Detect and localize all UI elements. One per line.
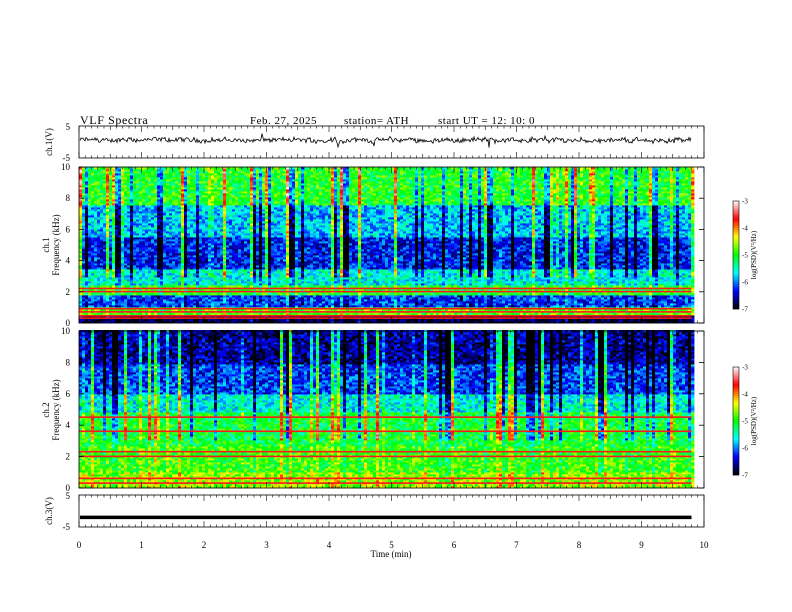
ch1-waveform-panel: 5 -5 ch.1(V) [44, 122, 704, 163]
start-time-label: start UT = 12: 10: 0 [438, 115, 535, 127]
ch1-spectrogram-image [79, 167, 694, 323]
figure-title: VLF Spectra [80, 113, 148, 127]
station-label: station= ATH [344, 115, 409, 127]
ch1-waveform-ylabel: ch.1(V) [44, 128, 54, 156]
date-label: Feb. 27, 2025 [250, 115, 317, 127]
ch1-waveform-trace [80, 134, 691, 148]
ch1-ytick-top: 5 [66, 122, 71, 132]
